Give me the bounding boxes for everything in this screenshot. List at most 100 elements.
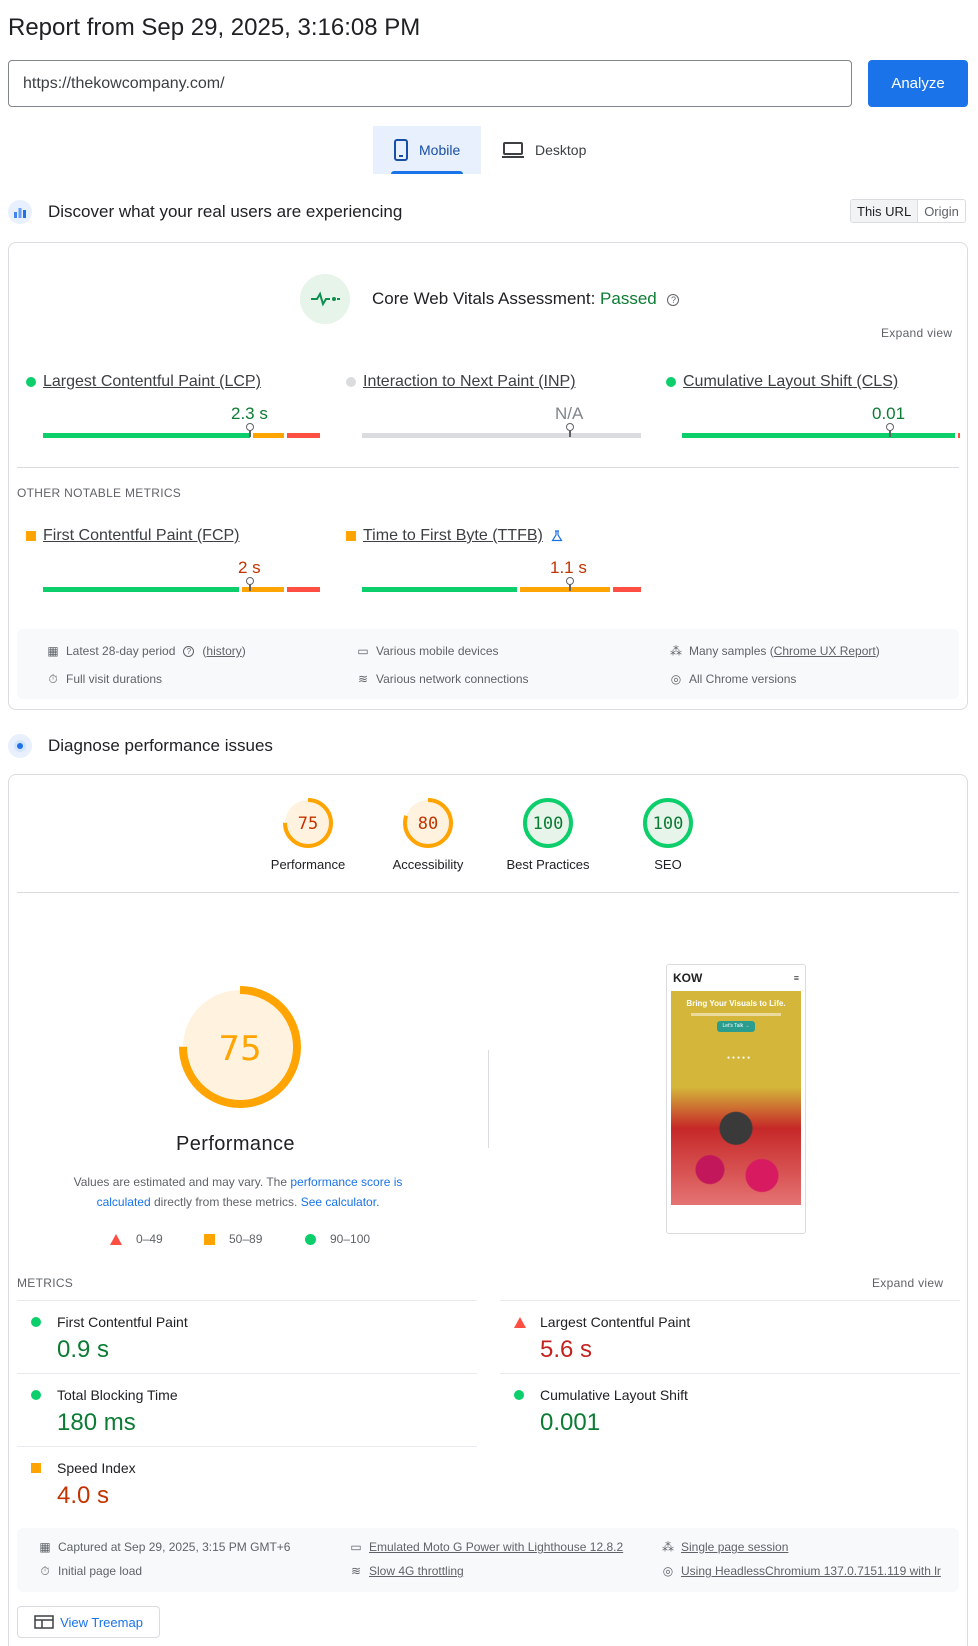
metric-cls-name[interactable]: Cumulative Layout Shift (CLS) bbox=[683, 373, 899, 390]
cls-distribution-bar bbox=[682, 433, 960, 438]
field-section-title: Discover what your real users are experi… bbox=[48, 202, 403, 221]
ttfb-distribution-bar bbox=[362, 587, 641, 592]
carousel-dots: ●●●●● bbox=[727, 1055, 753, 1061]
gauge-seo[interactable]: 100 SEO bbox=[618, 797, 718, 872]
score-calculated-link[interactable]: performance score is calculated bbox=[96, 1175, 403, 1209]
metric-lcp-name[interactable]: Largest Contentful Paint (LCP) bbox=[43, 373, 261, 390]
gauge-accessibility[interactable]: 80 Accessibility bbox=[378, 797, 478, 872]
good-dot-icon bbox=[305, 1233, 316, 1245]
info-network-text: Various network connections bbox=[376, 672, 529, 686]
metric-ttfb: Time to First Byte (TTFB) bbox=[346, 527, 636, 545]
env-browser: ◎ Using HeadlessChromium 137.0.7151.119 … bbox=[661, 1564, 951, 1578]
na-dot-icon bbox=[346, 377, 356, 387]
field-divider bbox=[17, 467, 959, 468]
lab-metric-fcp-name: First Contentful Paint bbox=[57, 1314, 188, 1330]
poor-triangle-icon bbox=[110, 1233, 122, 1245]
average-square-icon bbox=[31, 1463, 41, 1473]
lab-metric-cls: Cumulative Layout Shift 0.001 bbox=[500, 1373, 960, 1445]
chrome-ux-report-link[interactable]: Chrome UX Report bbox=[773, 644, 876, 658]
gauge-performance-label: Performance bbox=[270, 857, 346, 872]
legend-good-label: 90–100 bbox=[330, 1232, 371, 1246]
help-icon[interactable]: ? bbox=[183, 645, 195, 657]
cwv-assessment: Core Web Vitals Assessment: Passed ? bbox=[372, 289, 680, 309]
env-device: ▭ Emulated Moto G Power with Lighthouse … bbox=[349, 1540, 623, 1554]
env-load: ⏱ Initial page load bbox=[38, 1564, 142, 1579]
lab-metric-si-name: Speed Index bbox=[57, 1460, 136, 1476]
view-treemap-label: View Treemap bbox=[60, 1614, 143, 1630]
info-chrome-text: All Chrome versions bbox=[689, 672, 797, 686]
gauge-best-practices[interactable]: 100 Best Practices bbox=[498, 797, 598, 872]
info-samples-prefix: Many samples ( bbox=[689, 644, 774, 658]
treemap-icon bbox=[34, 1615, 54, 1629]
metric-ttfb-name[interactable]: Time to First Byte (TTFB) bbox=[363, 527, 543, 544]
gauge-best-practices-label: Best Practices bbox=[506, 857, 590, 872]
lab-metric-si-value: 4.0 s bbox=[57, 1482, 110, 1509]
metric-inp-name[interactable]: Interaction to Next Paint (INP) bbox=[363, 373, 576, 390]
see-calculator-link[interactable]: See calculator. bbox=[300, 1195, 380, 1209]
env-throttle: ≋ Slow 4G throttling bbox=[349, 1564, 464, 1578]
performance-note: Values are estimated and may vary. The p… bbox=[58, 1172, 418, 1212]
good-dot-icon bbox=[514, 1390, 524, 1400]
info-samples-suffix: ) bbox=[875, 644, 880, 658]
devices-icon: ▭ bbox=[357, 644, 369, 658]
info-period: ▦ Latest 28-day period ? (history) bbox=[47, 644, 246, 658]
lab-expand-view[interactable]: Expand view bbox=[872, 1276, 944, 1290]
average-square-icon bbox=[204, 1233, 215, 1245]
menu-icon: ≡ bbox=[793, 973, 799, 983]
analyze-button[interactable]: Analyze bbox=[868, 60, 968, 107]
toggle-this-url[interactable]: This URL bbox=[851, 200, 919, 222]
good-dot-icon bbox=[666, 377, 676, 387]
info-devices-text: Various mobile devices bbox=[376, 644, 499, 658]
gauge-performance[interactable]: 75 Performance bbox=[258, 797, 358, 872]
fcp-distribution-bar bbox=[43, 587, 320, 592]
legend-poor: 0–49 bbox=[110, 1232, 163, 1246]
lab-metric-fcp-value: 0.9 s bbox=[57, 1336, 110, 1363]
info-durations: ⏱ Full visit durations bbox=[46, 672, 162, 687]
gauge-performance-score: 75 bbox=[298, 814, 318, 834]
ttfb-marker bbox=[566, 577, 574, 591]
experimental-flask-icon bbox=[551, 530, 563, 542]
metric-inp-value: N/A bbox=[555, 404, 584, 423]
env-throttle-text[interactable]: Slow 4G throttling bbox=[369, 1564, 464, 1578]
good-dot-icon bbox=[26, 377, 36, 387]
help-icon[interactable]: ? bbox=[667, 293, 680, 306]
env-device-text[interactable]: Emulated Moto G Power with Lighthouse 12… bbox=[369, 1540, 624, 1554]
calendar-icon: ▦ bbox=[39, 1540, 51, 1554]
screenshot-hero: Bring Your Visuals to Life. Let's Talk →… bbox=[671, 991, 801, 1087]
calendar-icon: ▦ bbox=[47, 644, 59, 658]
metric-fcp-value: 2 s bbox=[238, 558, 261, 577]
env-session-text[interactable]: Single page session bbox=[681, 1540, 789, 1554]
laptop-icon bbox=[502, 142, 524, 158]
gauge-best-practices-score: 100 bbox=[533, 814, 564, 834]
cwv-assessment-label: Core Web Vitals Assessment: bbox=[372, 289, 601, 308]
metric-cls-value: 0.01 bbox=[872, 404, 906, 423]
vertical-divider bbox=[488, 1050, 489, 1148]
tab-desktop[interactable]: Desktop bbox=[481, 126, 607, 174]
lab-metric-tbt-value: 180 ms bbox=[57, 1409, 136, 1436]
env-browser-text[interactable]: Using HeadlessChromium 137.0.7151.119 wi… bbox=[681, 1564, 941, 1578]
lab-metric-tbt: Total Blocking Time 180 ms bbox=[17, 1373, 477, 1445]
chrome-icon: ◎ bbox=[662, 1564, 674, 1578]
env-captured: ▦ Captured at Sep 29, 2025, 3:15 PM GMT+… bbox=[38, 1540, 290, 1554]
env-session: ⁂ Single page session bbox=[661, 1540, 788, 1554]
page-screenshot: KOW ≡ Bring Your Visuals to Life. Let's … bbox=[666, 964, 806, 1234]
metric-cls: Cumulative Layout Shift (CLS) bbox=[666, 373, 956, 391]
info-samples: ⁂ Many samples (Chrome UX Report) bbox=[669, 644, 880, 658]
field-expand-view[interactable]: Expand view bbox=[881, 326, 953, 340]
lcp-distribution-bar bbox=[43, 433, 320, 438]
gauge-seo-label: SEO bbox=[654, 857, 682, 872]
view-treemap-button[interactable]: View Treemap bbox=[17, 1606, 160, 1638]
performance-big-gauge: 75 bbox=[178, 985, 302, 1109]
users-chart-icon bbox=[8, 200, 32, 224]
performance-note-text-1: Values are estimated and may vary. The bbox=[73, 1175, 291, 1189]
info-network: ≋ Various network connections bbox=[356, 672, 529, 686]
cls-marker bbox=[886, 423, 894, 437]
screenshot-cta: Let's Talk → bbox=[717, 1021, 755, 1032]
screenshot-header: KOW ≡ bbox=[667, 965, 805, 991]
url-input[interactable] bbox=[8, 60, 852, 107]
tab-mobile[interactable]: Mobile bbox=[373, 126, 481, 174]
metric-fcp-name[interactable]: First Contentful Paint (FCP) bbox=[43, 527, 240, 544]
toggle-origin[interactable]: Origin bbox=[924, 204, 959, 219]
performance-note-text-2: directly from these metrics. bbox=[150, 1195, 301, 1209]
history-link[interactable]: history bbox=[206, 644, 242, 658]
